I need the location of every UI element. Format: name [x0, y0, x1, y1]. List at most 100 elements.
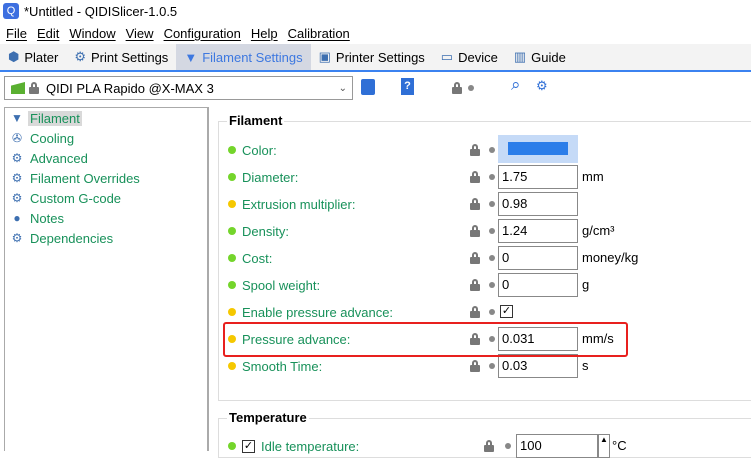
setting-checkbox[interactable]: ✓	[500, 305, 513, 318]
menu-file[interactable]: File	[6, 25, 27, 41]
plater-icon: ⬢	[8, 49, 20, 64]
unit-label: g/cm³	[582, 223, 615, 238]
filament-icon: ▼	[184, 49, 198, 65]
group-title: Temperature	[227, 410, 309, 425]
menu-help[interactable]: Help	[250, 25, 278, 41]
lock-icon	[29, 82, 39, 94]
color-swatch	[508, 142, 568, 155]
simple-mode-dot-icon	[228, 281, 236, 289]
lock-icon[interactable]	[470, 306, 480, 318]
lock-icon[interactable]	[470, 198, 480, 210]
dot-icon[interactable]	[489, 174, 495, 180]
setting-input[interactable]: 1.24	[498, 219, 578, 243]
menu-calibration[interactable]: Calibration	[287, 25, 350, 41]
menu-window[interactable]: Window	[69, 25, 116, 41]
setting-input[interactable]: 0.03	[498, 354, 578, 378]
dot-icon[interactable]	[489, 255, 495, 261]
unit-label: s	[582, 358, 589, 373]
menu-edit[interactable]: Edit	[36, 25, 60, 41]
setting-row: Enable pressure advance: ✓	[228, 300, 748, 324]
simple-mode-dot-icon	[228, 173, 236, 181]
sidebar-item-cooling[interactable]: ✇ Cooling	[5, 128, 207, 148]
sidebar-item-custom-gcode[interactable]: ⚙ Custom G-code	[5, 188, 207, 208]
setting-input[interactable]: 0.98	[498, 192, 578, 216]
simple-mode-dot-icon	[228, 146, 236, 154]
setting-label: Diameter:	[242, 169, 299, 185]
dot-icon[interactable]	[489, 336, 495, 342]
menu-view[interactable]: View	[125, 25, 154, 41]
dot-icon[interactable]	[489, 363, 495, 369]
unit-label: mm/s	[582, 331, 614, 346]
setting-label: Color:	[242, 142, 277, 158]
highlight-box	[223, 322, 628, 357]
search-icon[interactable]: ⌕	[511, 75, 521, 94]
advanced-mode-dot-icon	[228, 335, 236, 343]
filament-preset-select[interactable]: QIDI PLA Rapido @X-MAX 3 ⌄	[4, 76, 353, 100]
setting-row: Density: 1.24 g/cm³	[228, 219, 748, 243]
tab-print-settings[interactable]: ⚙ Print Settings	[66, 44, 176, 70]
compare-icon[interactable]: ?	[401, 78, 414, 95]
sidebar-item-filament[interactable]: ▼ Filament	[5, 108, 207, 128]
flag-icon	[11, 82, 25, 94]
dot-icon[interactable]	[489, 228, 495, 234]
unit-label: money/kg	[582, 250, 639, 265]
sidebar-item-advanced[interactable]: ⚙ Advanced	[5, 148, 207, 168]
sidebar-item-dependencies[interactable]: ⚙ Dependencies	[5, 228, 207, 248]
advanced-gear-icon: ⚙	[11, 151, 23, 165]
lock-icon[interactable]	[484, 440, 494, 452]
setting-label: Cost:	[242, 250, 273, 266]
dot-icon[interactable]	[468, 85, 474, 91]
setting-row: Color:	[228, 135, 748, 163]
tab-guide[interactable]: ▥ Guide	[506, 44, 574, 70]
tab-printer-settings[interactable]: ▣ Printer Settings	[311, 44, 433, 70]
lock-icon[interactable]	[470, 360, 480, 372]
lock-icon[interactable]	[470, 144, 480, 156]
sidebar-item-label: Cooling	[30, 130, 75, 146]
idle-temperature-input[interactable]: 100	[516, 434, 598, 458]
simple-mode-dot-icon	[228, 227, 236, 235]
sidebar-item-label: Custom G-code	[30, 190, 122, 206]
settings-mode-icon[interactable]: ⚙	[536, 78, 548, 93]
notes-icon: ●	[13, 211, 21, 225]
setting-label: Smooth Time:	[242, 358, 323, 374]
color-picker[interactable]	[498, 135, 578, 163]
tab-label: Filament Settings	[202, 49, 303, 65]
lock-icon[interactable]	[470, 171, 480, 183]
menu-configuration[interactable]: Configuration	[163, 25, 241, 41]
lock-icon[interactable]	[470, 252, 480, 264]
dot-icon[interactable]	[489, 309, 495, 315]
unit-label: g	[582, 277, 590, 292]
filament-icon: ▼	[11, 111, 23, 125]
sidebar-item-notes[interactable]: ● Notes	[5, 208, 207, 228]
setting-label: Idle temperature:	[261, 438, 360, 454]
lock-icon[interactable]	[452, 82, 462, 94]
tab-device[interactable]: ▭ Device	[433, 44, 506, 70]
dot-icon[interactable]	[489, 147, 495, 153]
preset-toolbar: QIDI PLA Rapido @X-MAX 3 ⌄ ? ⌕ ⚙	[0, 74, 751, 104]
setting-input[interactable]: 0.031	[498, 327, 578, 351]
setting-input[interactable]: 0	[498, 246, 578, 270]
unit-label: mm	[582, 169, 604, 184]
app-logo-icon: Q	[3, 3, 19, 19]
dot-icon[interactable]	[489, 201, 495, 207]
dot-icon[interactable]	[489, 282, 495, 288]
advanced-mode-dot-icon	[228, 308, 236, 316]
tab-plater[interactable]: ⬢ Plater	[0, 44, 66, 70]
setting-row: Diameter: 1.75 mm	[228, 165, 748, 189]
lock-icon[interactable]	[470, 225, 480, 237]
sidebar-item-filament-overrides[interactable]: ⚙ Filament Overrides	[5, 168, 207, 188]
lock-icon[interactable]	[470, 279, 480, 291]
save-icon[interactable]	[361, 79, 375, 95]
setting-label: Enable pressure advance:	[242, 304, 394, 320]
sidebar-item-label: Filament	[28, 110, 82, 126]
lock-icon[interactable]	[470, 333, 480, 345]
advanced-mode-dot-icon	[228, 200, 236, 208]
setting-input[interactable]: 0	[498, 273, 578, 297]
menu-bar: File Edit Window View Configuration Help…	[0, 22, 354, 44]
dot-icon[interactable]	[505, 443, 511, 449]
tab-filament-settings[interactable]: ▼ Filament Settings	[176, 44, 311, 70]
window-title: *Untitled - QIDISlicer-1.0.5	[24, 3, 178, 19]
spin-button[interactable]: ▲	[598, 434, 610, 458]
tab-label: Printer Settings	[335, 49, 425, 65]
setting-input[interactable]: 1.75	[498, 165, 578, 189]
